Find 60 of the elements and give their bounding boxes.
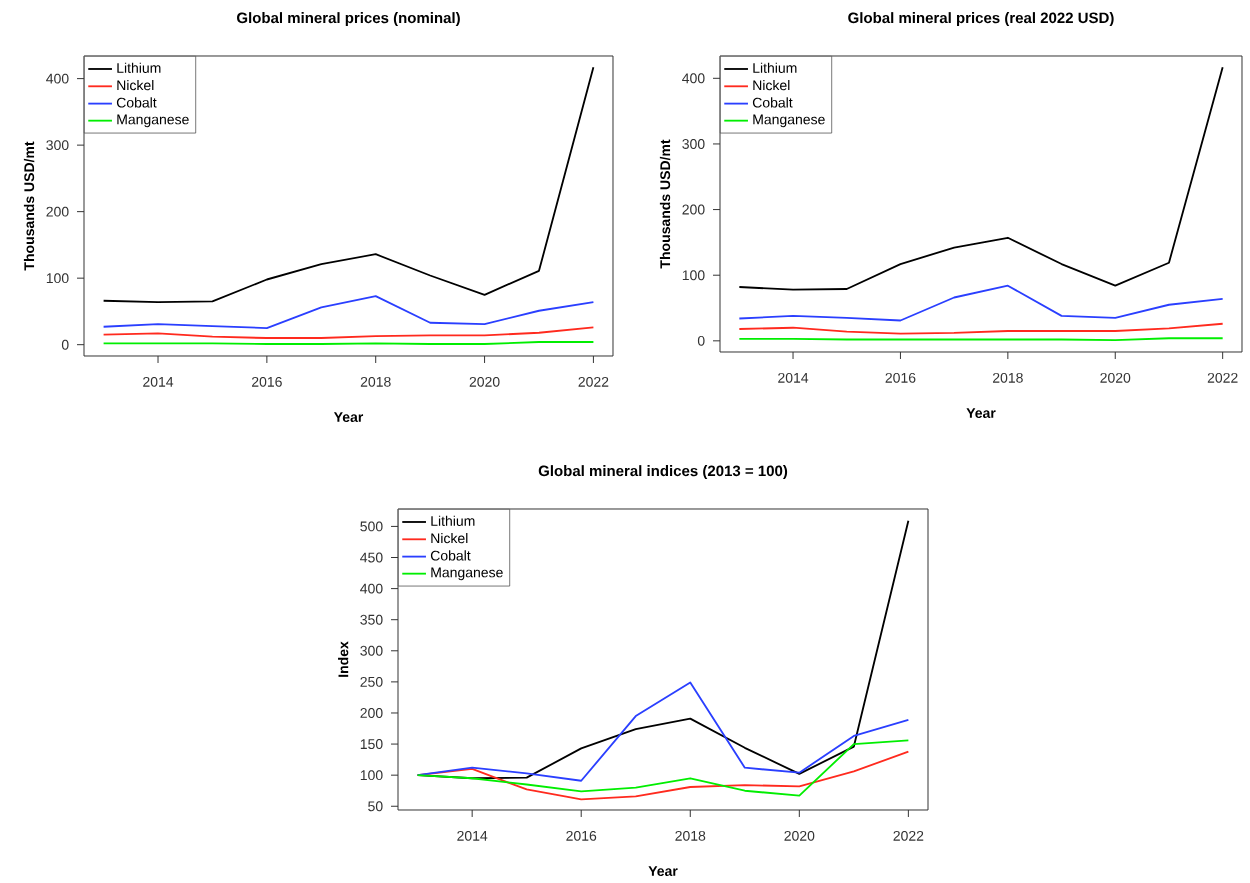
x-tick-label: 2022 (578, 376, 609, 387)
y-tick-label: 0 (61, 339, 69, 350)
y-tick-label: 200 (46, 206, 69, 217)
legend-label: Manganese (431, 567, 503, 581)
y-tick-label: 200 (682, 204, 705, 215)
y-tick-label: 300 (682, 138, 705, 149)
x-tick-label: 2016 (566, 830, 597, 841)
y-tick-label: 400 (46, 73, 69, 84)
legend-label: Lithium (431, 515, 475, 526)
y-tick-label: 400 (682, 73, 705, 84)
legend-label: Cobalt (430, 550, 471, 561)
x-tick-label: 2020 (1100, 372, 1131, 383)
x-tick-label: 2020 (469, 376, 500, 387)
x-tick-label: 2020 (784, 830, 815, 841)
y-tick-label: 400 (360, 583, 383, 594)
legend-label: Manganese (753, 114, 825, 128)
line-series (738, 284, 1224, 322)
x-axis-title: Year (333, 412, 364, 422)
line-series (102, 295, 595, 329)
y-tick-label: 200 (360, 708, 383, 718)
legend-label: Cobalt (752, 97, 793, 108)
x-tick-label: 2014 (778, 372, 809, 383)
legend-label: Nickel (753, 79, 790, 91)
x-tick-label: 2014 (457, 830, 488, 841)
x-tick-label: 2014 (143, 376, 174, 387)
y-tick-label: 100 (46, 273, 69, 284)
chart-title: Global mineral prices (real 2022 USD) (848, 12, 1114, 27)
line-series (416, 739, 910, 797)
y-axis-title: Thousands USD/mt (23, 141, 35, 271)
y-axis-title: Index (338, 641, 349, 677)
legend-label: Lithium (117, 62, 161, 73)
x-axis-title: Year (648, 866, 678, 876)
x-axis-title: Year (966, 408, 996, 418)
chart-title: Global mineral indices (2013 = 100) (538, 465, 788, 480)
legend-label: Nickel (117, 79, 154, 91)
x-tick-label: 2022 (1207, 372, 1238, 383)
y-tick-label: 250 (360, 676, 383, 687)
y-tick-label: 350 (360, 614, 383, 625)
y-axis-title: Thousands USD/mt (659, 139, 671, 269)
y-tick-label: 100 (682, 270, 705, 281)
x-tick-label: 2022 (893, 830, 924, 841)
y-tick-label: 100 (360, 770, 383, 781)
y-tick-label: 450 (360, 552, 383, 563)
legend-label: Cobalt (116, 97, 157, 108)
x-tick-label: 2018 (992, 372, 1023, 383)
x-tick-label: 2016 (252, 376, 282, 387)
legend-label: Nickel (431, 532, 468, 544)
y-tick-label: 0 (697, 335, 705, 346)
y-tick-label: 50 (368, 801, 383, 812)
x-tick-label: 2018 (675, 830, 706, 841)
x-tick-label: 2016 (885, 372, 916, 383)
y-tick-label: 500 (360, 521, 383, 532)
legend-label: Lithium (753, 62, 797, 73)
x-tick-label: 2018 (360, 376, 391, 387)
legend-label: Manganese (117, 114, 189, 128)
y-tick-label: 150 (360, 739, 383, 750)
chart-title: Global mineral prices (nominal) (237, 12, 460, 27)
y-tick-label: 300 (360, 645, 383, 656)
line-series (102, 326, 595, 339)
y-tick-label: 300 (46, 140, 69, 151)
